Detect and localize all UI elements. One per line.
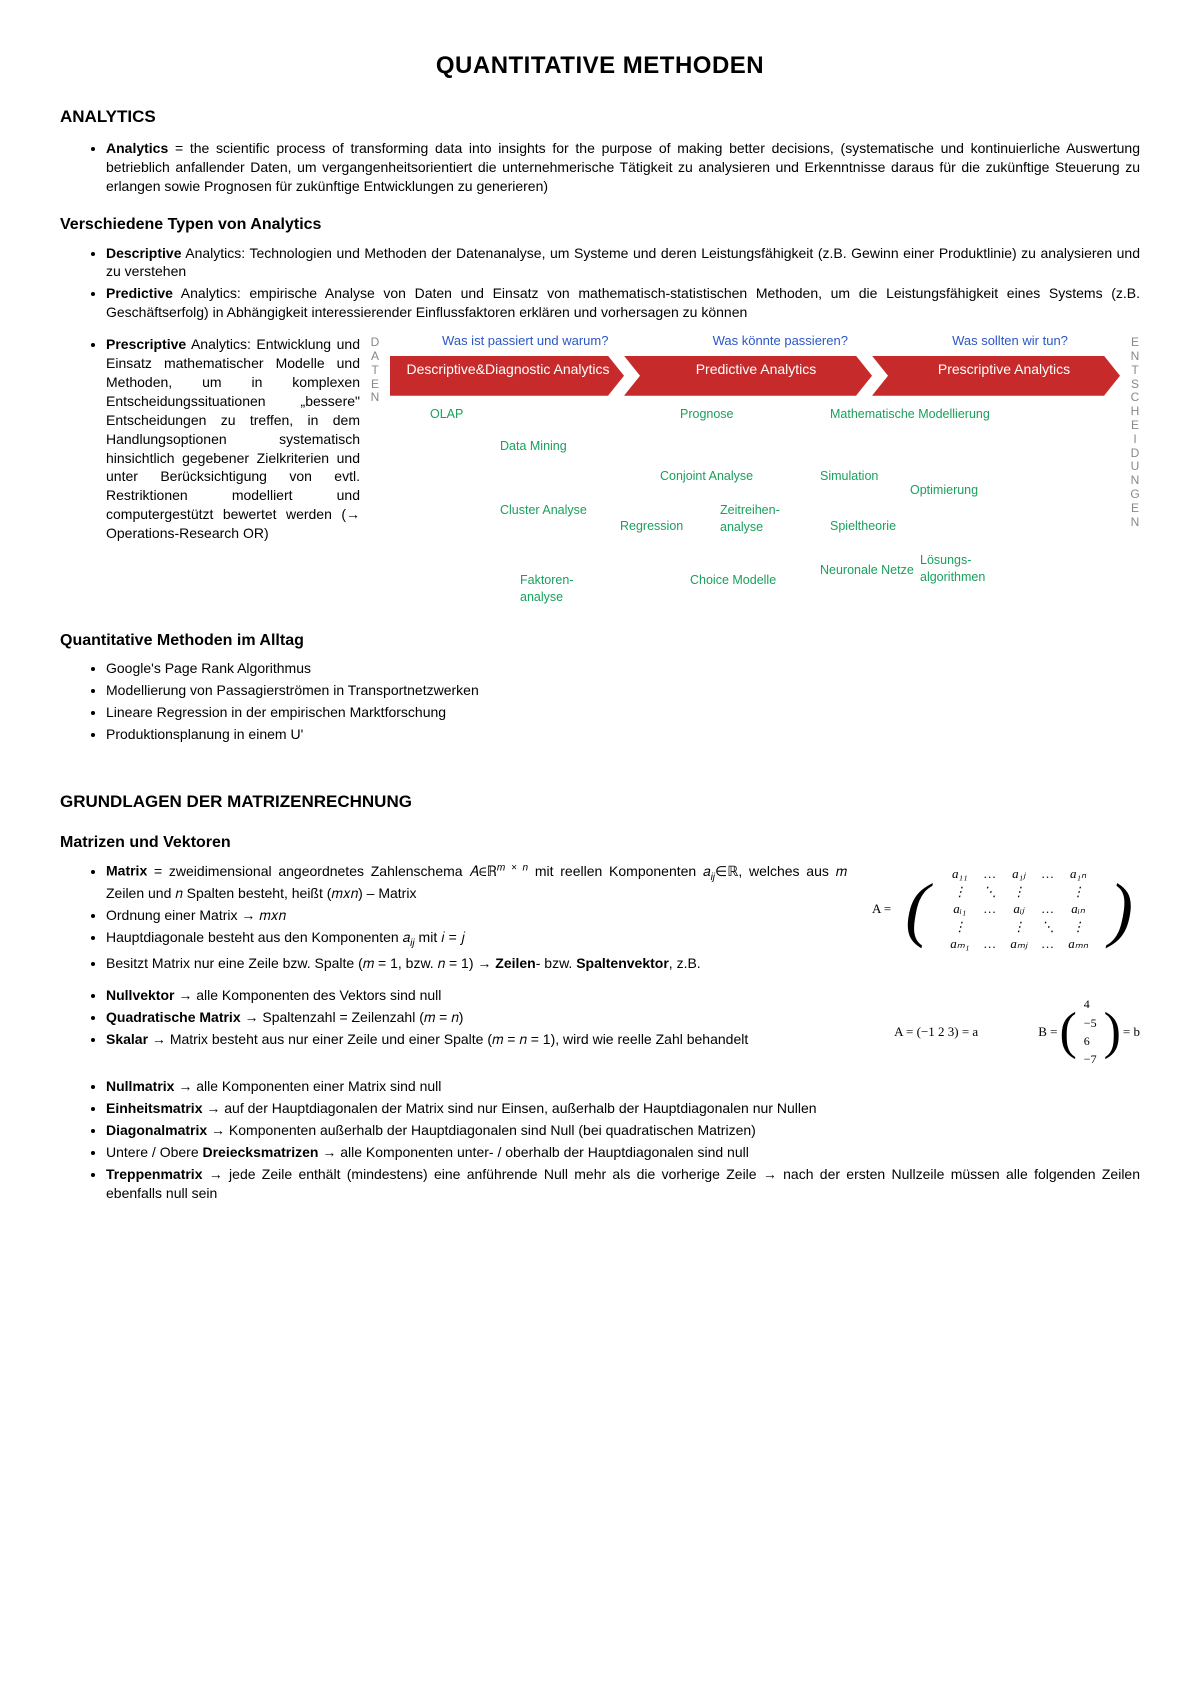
def-text: = the scientific process of transforming… [106, 140, 1140, 194]
alltag-item: Modellierung von Passagierströmen in Tra… [106, 681, 1140, 700]
method-item: Simulation [820, 468, 878, 485]
matrix-list-3: Nullmatrix → alle Komponenten einer Matr… [60, 1077, 1140, 1202]
q1: Was ist passiert und warum? [442, 332, 608, 350]
method-item: Mathematische Modellierung [830, 406, 990, 423]
alltag-list: Google's Page Rank Algorithmus Modellieru… [60, 659, 1140, 744]
vector-examples: A = (−1 2 3) = a B = ( 4−56−7 ) = b [894, 994, 1140, 1069]
method-item: Lösungs-algorithmen [920, 552, 985, 586]
q2: Was könnte passieren? [713, 332, 848, 350]
analytics-chart: DATEN ENTSCHEIDUNGEN Was ist passiert un… [370, 332, 1140, 612]
section-matrix: GRUNDLAGEN DER MATRIZENRECHNUNG [60, 791, 1140, 814]
chart-questions: Was ist passiert und warum? Was könnte p… [390, 332, 1120, 350]
method-item: Choice Modelle [690, 572, 776, 589]
sub-matrizen: Matrizen und Vektoren [60, 832, 1140, 854]
types-list: Descriptive Analytics: Technologien und … [60, 244, 1140, 323]
page-title: QUANTITATIVE METHODEN [60, 50, 1140, 82]
method-item: Prognose [680, 406, 734, 423]
chev-descriptive: Descriptive&Diagnostic Analytics [390, 356, 624, 396]
matrix-A-display: A = ( a₁₁…a₁ⱼ…a₁ₙ⋮⋱⋮⋮aᵢ₁…aᵢⱼ…aᵢₙ⋮⋮⋱⋮aₘ₁…… [865, 865, 1140, 953]
li-dreieck: Untere / Obere Dreiecksmatrizen → alle K… [106, 1143, 1140, 1162]
method-item: Data Mining [500, 438, 567, 455]
alltag-heading: Quantitative Methoden im Alltag [60, 630, 1140, 652]
li-einheit: Einheitsmatrix → auf der Hauptdiagonalen… [106, 1099, 1140, 1118]
li-treppe: Treppenmatrix → jede Zeile enthält (mind… [106, 1165, 1140, 1203]
li-zeilevektor: Besitzt Matrix nur eine Zeile bzw. Spalt… [106, 954, 1140, 973]
analytics-def: Analytics = the scientific process of tr… [106, 139, 1140, 196]
li-nullmatrix: Nullmatrix → alle Komponenten einer Matr… [106, 1077, 1140, 1096]
method-item: Cluster Analyse [500, 502, 587, 519]
term-analytics: Analytics [106, 140, 168, 156]
analytics-def-list: Analytics = the scientific process of tr… [60, 139, 1140, 196]
types-heading: Verschiedene Typen von Analytics [60, 214, 1140, 236]
method-item: Faktoren-analyse [520, 572, 574, 606]
descriptive-item: Descriptive Analytics: Technologien und … [106, 244, 1140, 282]
q3: Was sollten wir tun? [952, 332, 1068, 350]
chev-predictive: Predictive Analytics [624, 356, 872, 396]
term-predictive: Predictive [106, 285, 173, 301]
term-prescriptive: Prescriptive [106, 336, 186, 352]
method-item: OLAP [430, 406, 463, 423]
alltag-item: Lineare Regression in der empirischen Ma… [106, 703, 1140, 722]
method-item: Regression [620, 518, 683, 535]
alltag-item: Google's Page Rank Algorithmus [106, 659, 1140, 678]
prescriptive-with-chart: Prescriptive Analytics: Entwicklung und … [60, 332, 1140, 612]
vec-A: A = (−1 2 3) = a [894, 1023, 978, 1041]
chart-chevrons: Descriptive&Diagnostic Analytics Predict… [390, 356, 1120, 396]
chart-methods: OLAP Data Mining Cluster Analyse Faktoren-a… [390, 402, 1120, 612]
alltag-item: Produktionsplanung in einem U' [106, 725, 1140, 744]
method-item: Spieltheorie [830, 518, 896, 535]
term-descriptive: Descriptive [106, 245, 181, 261]
section-analytics: ANALYTICS [60, 106, 1140, 129]
method-item: Optimierung [910, 482, 978, 499]
chart-left-label: DATEN [368, 336, 382, 405]
chev-prescriptive: Prescriptive Analytics [872, 356, 1120, 396]
method-item: Zeitreihen-analyse [720, 502, 780, 536]
predictive-item: Predictive Analytics: empirische Analyse… [106, 284, 1140, 322]
vec-B: B = ( 4−56−7 ) = b [1038, 994, 1140, 1069]
prescriptive-item: Prescriptive Analytics: Entwicklung und … [106, 335, 360, 543]
chart-right-label: ENTSCHEIDUNGEN [1128, 336, 1142, 529]
method-item: Conjoint Analyse [660, 468, 753, 485]
method-item: Neuronale Netze [820, 562, 914, 579]
li-diagonal: Diagonalmatrix → Komponenten außerhalb d… [106, 1121, 1140, 1140]
